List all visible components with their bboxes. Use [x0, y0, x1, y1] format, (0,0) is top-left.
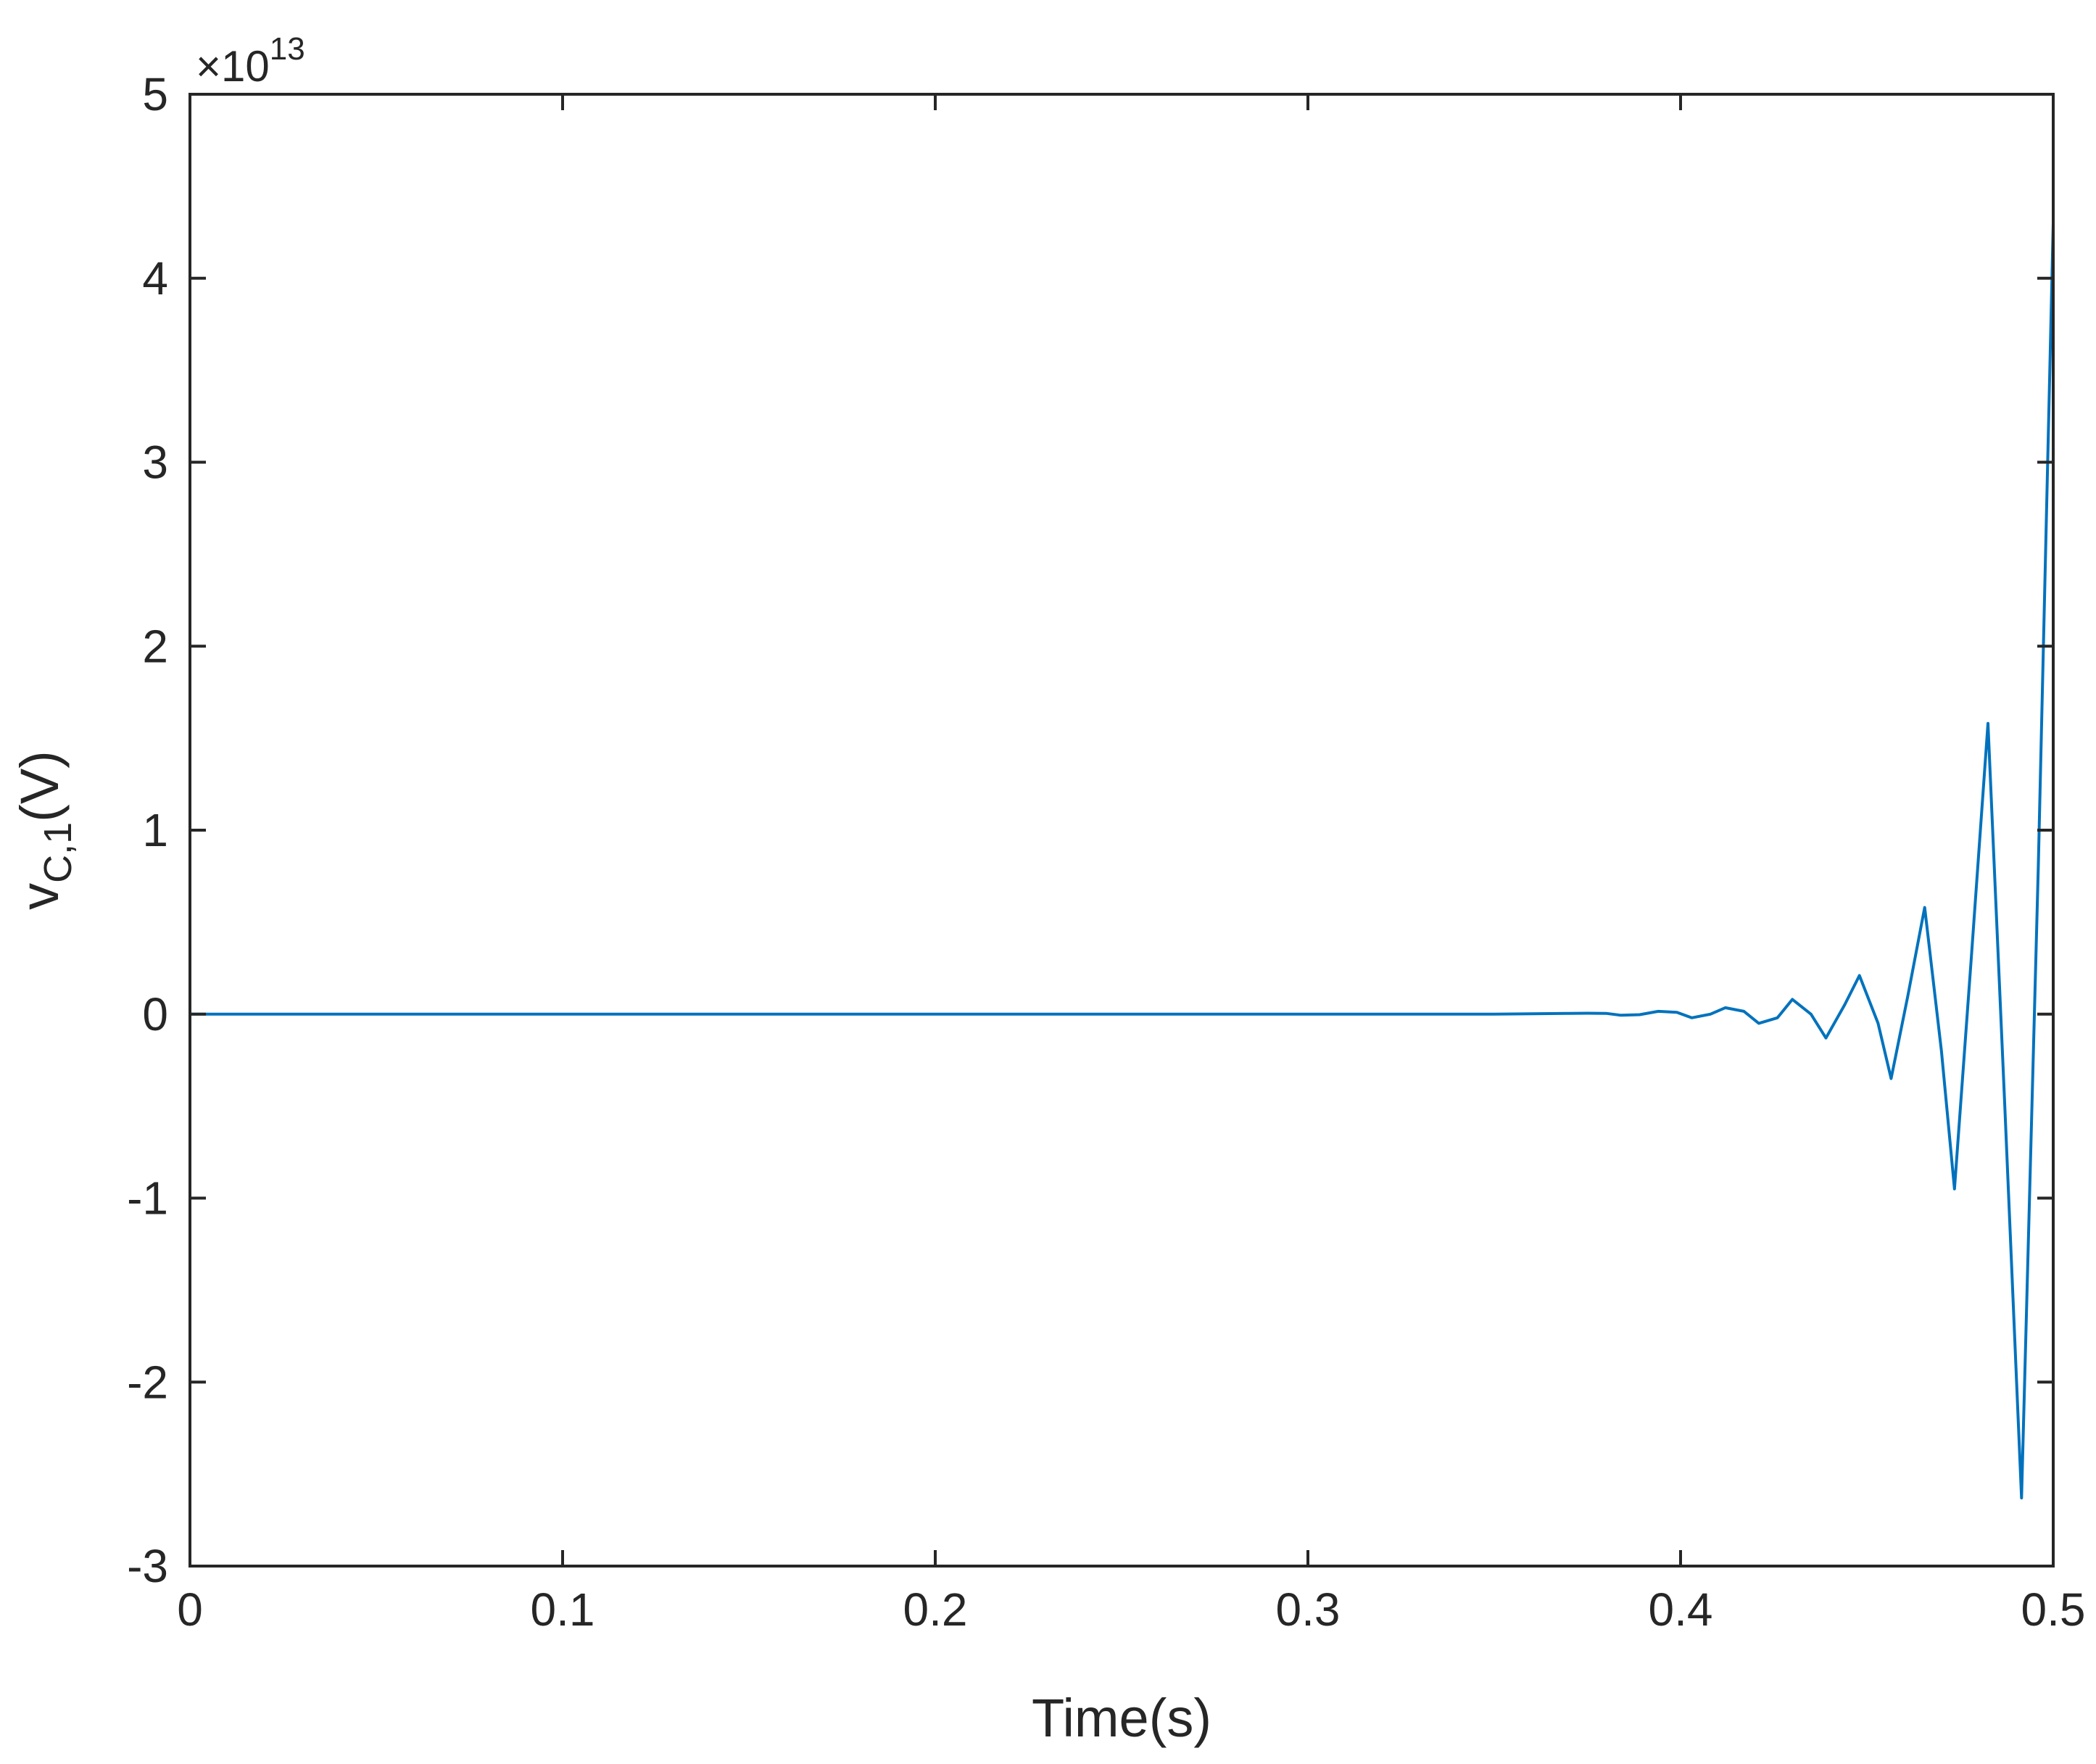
x-tick-label: 0.3: [1276, 1583, 1341, 1636]
x-tick-label: 0: [177, 1583, 203, 1636]
y-tick-label: 0: [142, 988, 168, 1040]
x-tick-label: 0.2: [903, 1583, 968, 1636]
y-scale-factor-base: ×10: [196, 42, 270, 91]
x-tick-label: 0.1: [531, 1583, 595, 1636]
y-tick-label: -3: [127, 1540, 168, 1592]
y-tick-label: 3: [142, 436, 168, 489]
y-tick-label: 2: [142, 620, 168, 672]
series-line: [190, 223, 2055, 1500]
y-tick-label: -1: [127, 1172, 168, 1225]
y-scale-factor-exponent: 13: [270, 31, 305, 67]
x-tick-label: 0.5: [2021, 1583, 2086, 1636]
y-axis-label: vC,1(V): [9, 750, 80, 910]
y-axis-label-unit: (V): [9, 750, 70, 822]
x-axis-label: Time(s): [1032, 1688, 1211, 1748]
y-tick-label: -2: [127, 1356, 168, 1408]
y-tick-label: 1: [142, 804, 168, 856]
y-axis-label-main: v: [9, 883, 70, 910]
y-axis-label-subscript: C,1: [36, 822, 80, 883]
y-tick-label: 5: [142, 68, 168, 120]
plot-area: [190, 223, 2055, 1500]
x-tick-label: 0.4: [1649, 1583, 1713, 1636]
y-ticks: -3 -2 -1 0 1 2 3 4 5: [127, 68, 2053, 1592]
y-scale-factor: ×1013: [196, 31, 305, 91]
x-ticks: 0 0.1 0.2 0.3 0.4 0.5: [177, 94, 2085, 1636]
y-tick-label: 4: [142, 252, 168, 305]
